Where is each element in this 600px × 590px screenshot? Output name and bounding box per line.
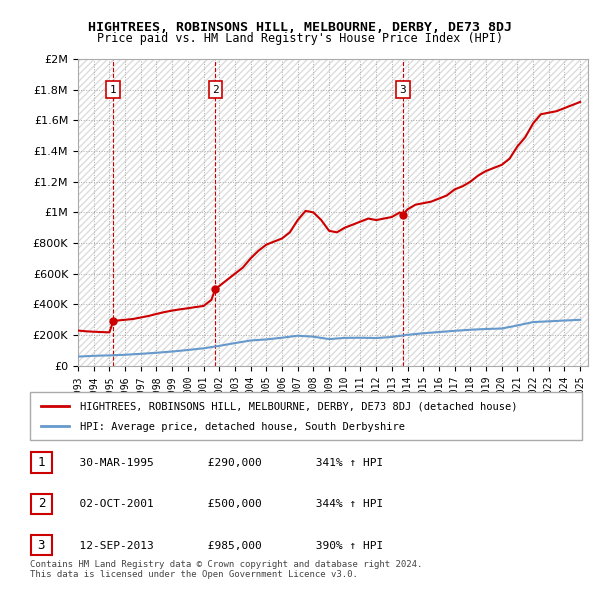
Text: 12-SEP-2013        £985,000        390% ↑ HPI: 12-SEP-2013 £985,000 390% ↑ HPI — [66, 541, 383, 550]
Text: HIGHTREES, ROBINSONS HILL, MELBOURNE, DERBY, DE73 8DJ: HIGHTREES, ROBINSONS HILL, MELBOURNE, DE… — [88, 21, 512, 34]
Text: Contains HM Land Registry data © Crown copyright and database right 2024.
This d: Contains HM Land Registry data © Crown c… — [30, 560, 422, 579]
FancyBboxPatch shape — [30, 392, 582, 440]
Text: 30-MAR-1995        £290,000        341% ↑ HPI: 30-MAR-1995 £290,000 341% ↑ HPI — [66, 458, 383, 468]
FancyBboxPatch shape — [31, 494, 52, 514]
Text: HPI: Average price, detached house, South Derbyshire: HPI: Average price, detached house, Sout… — [80, 422, 404, 432]
Text: 2: 2 — [38, 497, 45, 510]
Text: 1: 1 — [38, 456, 45, 469]
Text: Price paid vs. HM Land Registry's House Price Index (HPI): Price paid vs. HM Land Registry's House … — [97, 32, 503, 45]
Text: 1: 1 — [110, 85, 116, 94]
FancyBboxPatch shape — [31, 453, 52, 473]
Text: 2: 2 — [212, 85, 218, 94]
FancyBboxPatch shape — [31, 535, 52, 555]
Text: 3: 3 — [38, 539, 45, 552]
Text: 02-OCT-2001        £500,000        344% ↑ HPI: 02-OCT-2001 £500,000 344% ↑ HPI — [66, 500, 383, 509]
Text: 3: 3 — [400, 85, 406, 94]
Text: HIGHTREES, ROBINSONS HILL, MELBOURNE, DERBY, DE73 8DJ (detached house): HIGHTREES, ROBINSONS HILL, MELBOURNE, DE… — [80, 402, 517, 411]
